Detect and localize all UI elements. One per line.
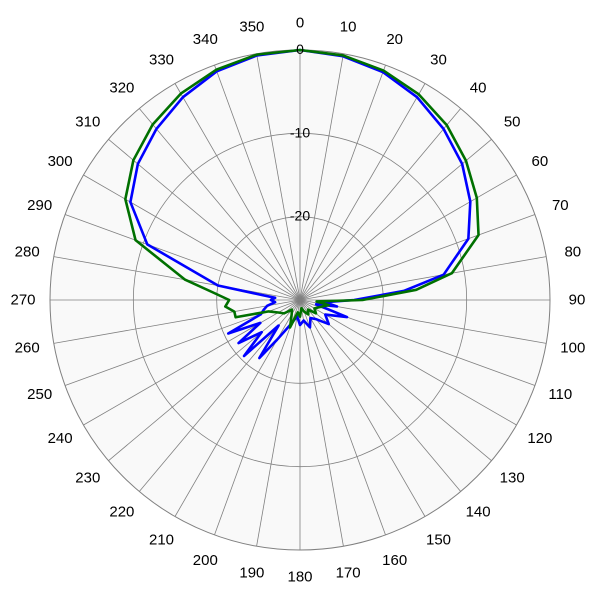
angle-tick-label: 120	[527, 430, 552, 447]
radial-tick-label: -20	[290, 208, 310, 224]
angle-tick-label: 80	[564, 243, 581, 260]
angle-tick-label: 280	[15, 243, 40, 260]
angle-tick-label: 190	[239, 564, 264, 581]
grid-circle--10	[132, 132, 468, 468]
angle-tick-label: 330	[149, 52, 174, 69]
grid-spoke-10	[299, 53, 344, 301]
grid-spoke-310	[108, 138, 301, 301]
angle-tick-label: 180	[287, 569, 312, 586]
angle-tick-label: 170	[336, 564, 361, 581]
angle-tick-label: 340	[193, 31, 218, 48]
grid-spoke-80	[299, 256, 547, 301]
angle-tick-label: 60	[532, 153, 549, 170]
grid-spoke-40	[299, 108, 462, 301]
grid-spoke-20	[299, 64, 386, 301]
angle-tick-label: 310	[75, 113, 100, 130]
grid-spoke-320	[138, 108, 301, 301]
angle-tick-label: 70	[552, 197, 569, 214]
angle-tick-label: 240	[48, 430, 73, 447]
grid-spoke-70	[299, 214, 536, 301]
grid-spoke-170	[299, 299, 344, 547]
grid-spoke-230	[108, 299, 301, 462]
grid-spoke-120	[299, 299, 517, 426]
angle-tick-label: 250	[27, 386, 52, 403]
radial-tick-label: -10	[290, 124, 310, 140]
grid-spoke-190	[256, 299, 301, 547]
grid-spoke-240	[83, 299, 301, 426]
angle-tick-label: 320	[109, 79, 134, 96]
grid-spoke-160	[299, 299, 386, 536]
angle-tick-label: 150	[426, 531, 451, 548]
grid-spoke-50	[299, 138, 492, 301]
grid-spoke-100	[299, 299, 547, 344]
angle-tick-label: 270	[10, 292, 35, 309]
angle-tick-label: 300	[48, 153, 73, 170]
grid-spoke-350	[256, 53, 301, 301]
angle-tick-label: 160	[382, 552, 407, 569]
angle-tick-label: 30	[430, 52, 447, 69]
angle-tick-label: 110	[548, 386, 572, 403]
angle-tick-label: 220	[109, 504, 134, 521]
series-line-1	[124, 48, 480, 329]
angle-tick-label: 10	[340, 19, 357, 36]
grid-spoke-340	[214, 64, 301, 301]
angle-tick-label: 210	[149, 531, 174, 548]
angle-tick-label: 350	[239, 19, 264, 36]
radial-tick-label: 0	[296, 41, 304, 57]
angle-tick-label: 260	[15, 340, 40, 357]
grid-spoke-130	[299, 299, 492, 462]
grid-circle--20	[216, 216, 384, 384]
grid-spoke-30	[299, 83, 426, 301]
angle-tick-label: 200	[193, 552, 218, 569]
angle-tick-label: 230	[75, 470, 100, 487]
grid-spoke-140	[299, 299, 462, 492]
grid-spoke-290	[64, 214, 301, 301]
grid-spoke-330	[174, 83, 301, 301]
angle-tick-label: 290	[27, 197, 52, 214]
angle-tick-label: 50	[504, 113, 521, 130]
angle-tick-label: 100	[560, 340, 585, 357]
angle-tick-label: 90	[569, 292, 586, 309]
grid-spoke-200	[214, 299, 301, 536]
angle-tick-label: 40	[470, 79, 487, 96]
grid-spoke-300	[83, 174, 301, 301]
grid-spoke-60	[299, 174, 517, 301]
angle-tick-label: 130	[500, 470, 525, 487]
angle-tick-label: 20	[386, 31, 403, 48]
angle-tick-label: 0	[296, 15, 304, 32]
grid-spoke-280	[53, 256, 301, 301]
angle-tick-label: 140	[466, 504, 491, 521]
grid-spoke-260	[53, 299, 301, 344]
grid-spoke-150	[299, 299, 426, 517]
